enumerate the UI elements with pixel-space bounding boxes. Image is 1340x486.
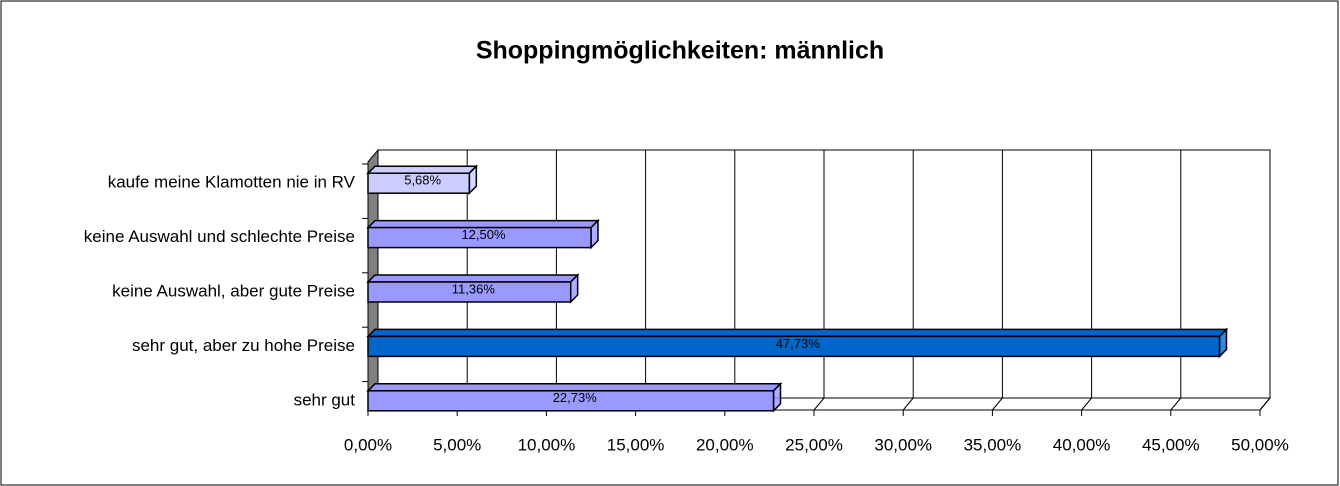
x-tick-label: 20,00%: [696, 435, 754, 454]
bar: [367, 335, 1221, 358]
bar: [367, 390, 775, 412]
floor-grid-line: [1170, 397, 1182, 411]
x-tick-label: 35,00%: [964, 435, 1022, 454]
x-tick-label: 40,00%: [1053, 435, 1111, 454]
x-tick-label: 30,00%: [874, 435, 932, 454]
bar: [367, 172, 471, 194]
x-tick-label: 0,00%: [344, 435, 392, 454]
floor-grid-line: [992, 397, 1003, 411]
y-tick-label: keine Auswahl, aber gute Preise: [112, 281, 355, 300]
floor-grid-line: [902, 397, 914, 411]
chart-title: Shoppingmöglichkeiten: männlich: [476, 37, 884, 65]
x-tick-label: 5,00%: [433, 435, 481, 454]
value-label: 11,36%: [452, 281, 496, 296]
y-tick-label: sehr gut: [294, 390, 356, 409]
floor-grid-line: [813, 397, 825, 411]
y-tick-label: keine Auswahl und schlechte Preise: [84, 227, 355, 246]
value-label: 12,50%: [461, 227, 506, 242]
x-tick-label: 50,00%: [1231, 435, 1289, 454]
y-tick-label: kaufe meine Klamotten nie in RV: [108, 173, 356, 192]
x-tick-label: 15,00%: [607, 435, 665, 454]
y-tick-label: sehr gut, aber zu hohe Preise: [132, 336, 355, 355]
floor-grid-line: [1259, 397, 1271, 411]
bar: [367, 281, 572, 303]
value-label: 22,73%: [553, 390, 598, 405]
value-label: 47,73%: [776, 336, 821, 351]
x-tick-label: 45,00%: [1142, 435, 1200, 454]
floor-grid-line: [1081, 397, 1092, 411]
bar: [367, 226, 592, 249]
value-label: 5,68%: [404, 173, 441, 188]
x-tick-label: 25,00%: [785, 435, 843, 454]
x-tick-label: 10,00%: [518, 435, 576, 454]
